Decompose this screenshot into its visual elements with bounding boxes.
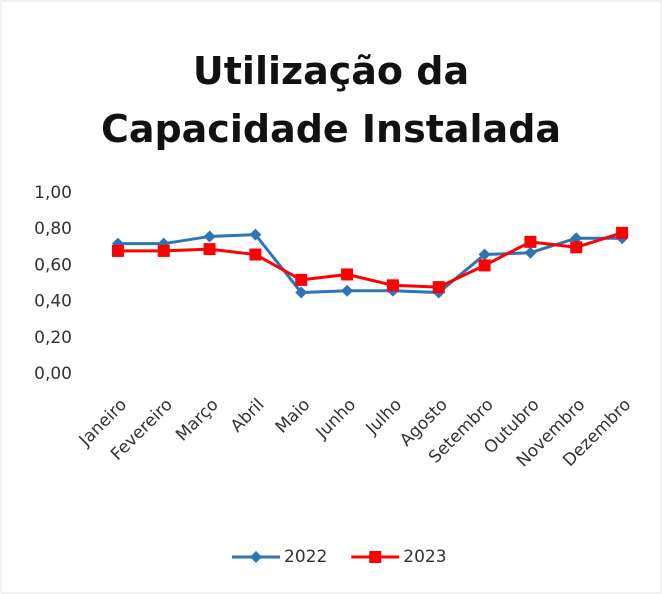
marker [432,281,445,294]
series-line [117,231,623,289]
x-tick-label: Maio [272,395,315,438]
legend-item: 2023 [351,547,447,567]
y-tick-label: 1,00 [34,183,72,203]
legend-label: 2022 [284,547,327,567]
series-line [117,233,623,295]
marker [386,279,399,292]
legend-label: 2023 [403,547,446,567]
marker [524,235,537,248]
marker [341,284,354,297]
marker [157,244,170,257]
marker [111,244,124,257]
marker [616,226,629,239]
marker [478,248,491,261]
y-tick-label: 0,40 [34,292,72,312]
y-tick-label: 0,80 [34,219,72,239]
marker [249,228,262,241]
marker [341,268,354,281]
marker [570,232,583,245]
y-tick-label: 0,60 [34,255,72,275]
marker [570,241,583,254]
marker [478,259,491,272]
chart-title: Utilização da Capacidade Instalada [100,49,562,151]
marker [203,230,216,243]
marker [369,551,382,563]
marker [295,286,308,299]
marker [249,248,262,261]
x-tick-label: Março [172,395,223,446]
legend-item: 2022 [232,547,327,567]
x-tick-label: Abril [227,395,269,437]
x-tick-label: Junho [312,395,361,444]
marker [203,243,216,256]
marker [295,273,308,286]
marker [524,246,537,259]
y-tick-label: 0,20 [34,328,72,348]
marker [250,551,262,563]
y-tick-label: 0,00 [34,364,72,384]
